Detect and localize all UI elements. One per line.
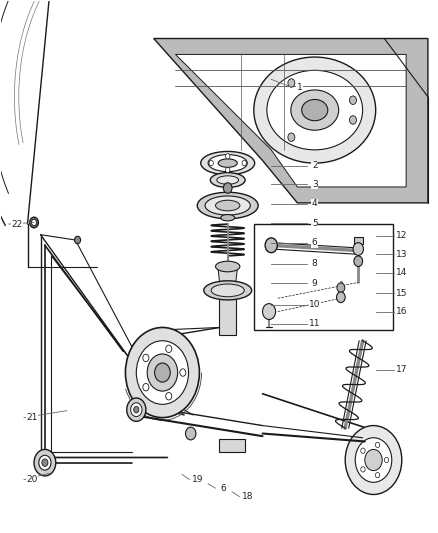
Circle shape [42, 459, 48, 466]
Ellipse shape [205, 196, 251, 215]
Circle shape [74, 236, 81, 244]
Circle shape [134, 407, 139, 413]
Circle shape [185, 427, 196, 440]
Circle shape [375, 442, 380, 448]
Text: 18: 18 [241, 492, 253, 501]
Ellipse shape [291, 90, 339, 130]
Text: 22: 22 [11, 220, 22, 229]
Polygon shape [154, 38, 428, 203]
Circle shape [30, 217, 39, 228]
Text: 21: 21 [26, 413, 38, 422]
Circle shape [345, 425, 402, 495]
Circle shape [131, 403, 142, 417]
Text: 15: 15 [396, 288, 407, 297]
Text: 16: 16 [396, 307, 407, 316]
Circle shape [337, 283, 345, 293]
Ellipse shape [302, 100, 328, 120]
Text: 6: 6 [220, 483, 226, 492]
Polygon shape [176, 54, 406, 187]
Circle shape [127, 398, 146, 421]
Circle shape [354, 256, 363, 266]
Polygon shape [219, 290, 237, 335]
Circle shape [166, 392, 172, 400]
Ellipse shape [223, 183, 232, 193]
Circle shape [147, 354, 178, 391]
Ellipse shape [215, 261, 240, 272]
Text: 20: 20 [26, 475, 38, 484]
Circle shape [39, 455, 51, 470]
Ellipse shape [215, 200, 240, 211]
Circle shape [226, 167, 230, 173]
Circle shape [265, 238, 277, 253]
Text: 6: 6 [312, 238, 318, 247]
Text: 11: 11 [309, 319, 321, 328]
Ellipse shape [254, 57, 376, 163]
Circle shape [385, 457, 389, 463]
Polygon shape [354, 237, 363, 244]
Text: 10: 10 [309, 300, 321, 309]
Text: 13: 13 [396, 250, 407, 259]
Polygon shape [218, 269, 237, 285]
Circle shape [143, 383, 149, 391]
Ellipse shape [197, 192, 258, 219]
Circle shape [336, 292, 345, 303]
Circle shape [353, 243, 364, 255]
Circle shape [180, 369, 186, 376]
Ellipse shape [267, 70, 363, 150]
Ellipse shape [218, 159, 237, 167]
Circle shape [155, 363, 170, 382]
Circle shape [288, 133, 295, 141]
Text: 1: 1 [297, 83, 302, 92]
Circle shape [226, 154, 230, 159]
Text: 4: 4 [312, 199, 318, 208]
Circle shape [166, 345, 172, 352]
Text: 12: 12 [396, 231, 407, 240]
Circle shape [288, 79, 295, 87]
Bar [254, 224, 393, 330]
Text: 3: 3 [312, 180, 318, 189]
Circle shape [361, 467, 365, 472]
Text: 8: 8 [312, 260, 318, 268]
Circle shape [361, 448, 365, 454]
Ellipse shape [217, 176, 239, 184]
Text: 17: 17 [396, 366, 407, 374]
Ellipse shape [211, 284, 244, 297]
Text: 14: 14 [396, 268, 407, 277]
Circle shape [34, 449, 56, 476]
Circle shape [125, 327, 199, 418]
Ellipse shape [210, 173, 245, 188]
Ellipse shape [201, 151, 254, 175]
Text: 5: 5 [312, 219, 318, 228]
Circle shape [242, 160, 247, 166]
Circle shape [209, 160, 213, 166]
Circle shape [32, 219, 37, 225]
Polygon shape [219, 439, 245, 452]
Circle shape [350, 96, 357, 104]
Ellipse shape [221, 215, 235, 221]
Text: 2: 2 [312, 161, 318, 170]
Ellipse shape [204, 281, 252, 300]
Circle shape [143, 354, 149, 361]
Circle shape [136, 341, 188, 405]
Circle shape [355, 438, 392, 482]
Circle shape [365, 449, 382, 471]
Ellipse shape [208, 155, 247, 172]
Circle shape [262, 304, 276, 319]
Text: 19: 19 [191, 475, 203, 484]
Text: 9: 9 [312, 279, 318, 288]
Circle shape [350, 116, 357, 124]
Circle shape [375, 473, 380, 478]
